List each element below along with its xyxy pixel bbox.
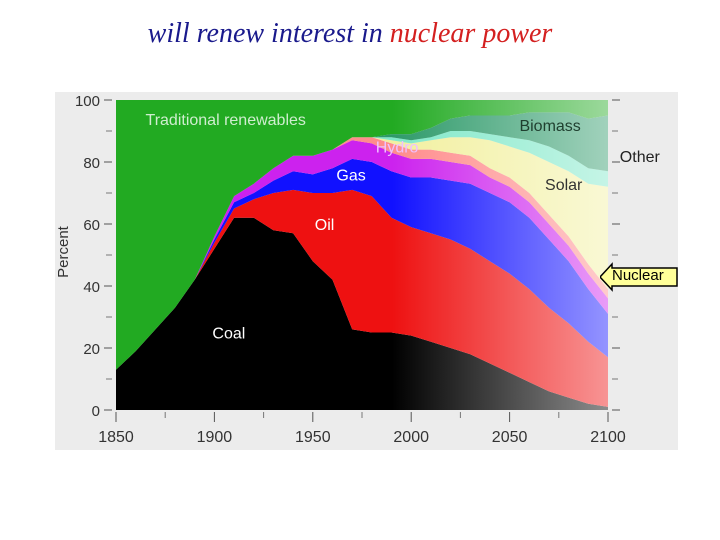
y-tick-label-60: 60 — [83, 217, 100, 234]
title-part-1: will renew interest in — [147, 18, 390, 49]
title-part-2: nuclear power — [389, 18, 553, 49]
x-tick-label-1900: 1900 — [197, 429, 233, 446]
y-tick-label-80: 80 — [83, 155, 100, 172]
x-tick-label-2100: 2100 — [590, 429, 626, 446]
nuclear-callout-label: Nuclear — [612, 267, 664, 284]
area-label-gas: Gas — [336, 168, 365, 185]
slide-title: will renew interest in nuclear power — [0, 16, 700, 52]
area-label-oil: Oil — [315, 217, 335, 234]
area-label-traditional-renewables: Traditional renewables — [146, 112, 306, 129]
x-tick-label-1950: 1950 — [295, 429, 331, 446]
x-tick-label-2000: 2000 — [393, 429, 429, 446]
x-tick-label-1850: 1850 — [98, 429, 134, 446]
nuclear-callout: Nuclear — [600, 262, 678, 292]
area-label-hydro: Hydro — [376, 140, 419, 157]
area-hydro — [116, 140, 608, 370]
projection-fade-overlay — [392, 100, 608, 410]
callout-arrow-icon — [600, 262, 678, 292]
area-label-coal: Coal — [212, 326, 245, 343]
area-label-other: Other — [620, 149, 661, 166]
area-label-biomass: Biomass — [519, 118, 580, 135]
area-traditional-renewables — [116, 100, 608, 370]
y-tick-label-20: 20 — [83, 341, 100, 358]
y-tick-label-40: 40 — [83, 279, 100, 296]
x-tick-label-2050: 2050 — [492, 429, 528, 446]
area-label-solar: Solar — [545, 177, 583, 194]
y-axis-label: Percent — [55, 225, 72, 278]
y-tick-label-100: 100 — [75, 93, 100, 110]
y-tick-label-0: 0 — [92, 403, 100, 420]
